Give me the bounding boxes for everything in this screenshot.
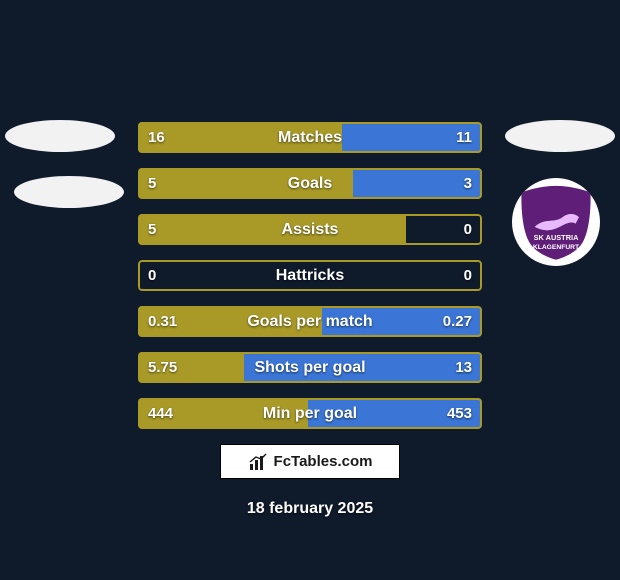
footer-date: 18 february 2025	[0, 500, 620, 518]
badge-text-bottom: KLAGENFURT	[533, 244, 580, 251]
footer-brand-badge[interactable]: FcTables.com	[220, 444, 400, 479]
stat-label: Goals per match	[138, 306, 482, 337]
stat-row: 53Goals	[138, 168, 482, 199]
stat-label: Hattricks	[138, 260, 482, 291]
stat-label: Matches	[138, 122, 482, 153]
stats-rows: 1611Matches 53Goals 50Assists 00Hattricks 0.…	[138, 122, 482, 444]
stat-label: Shots per goal	[138, 352, 482, 383]
badge-text-top: SK AUSTRIA	[534, 233, 579, 242]
chart-icon	[248, 452, 268, 472]
stat-row: 1611Matches	[138, 122, 482, 153]
player2-club-badge: SK AUSTRIA KLAGENFURT	[512, 178, 600, 266]
player1-club-placeholder	[14, 176, 124, 208]
player1-photo-placeholder	[5, 120, 115, 152]
stat-row: 00Hattricks	[138, 260, 482, 291]
stat-row: 50Assists	[138, 214, 482, 245]
footer-brand-text: FcTables.com	[274, 453, 373, 470]
stat-row: 444453Min per goal	[138, 398, 482, 429]
stat-label: Assists	[138, 214, 482, 245]
player2-photo-placeholder	[505, 120, 615, 152]
stat-row: 5.7513Shots per goal	[138, 352, 482, 383]
stat-label: Min per goal	[138, 398, 482, 429]
stat-label: Goals	[138, 168, 482, 199]
stat-row: 0.310.27Goals per match	[138, 306, 482, 337]
club-badge-icon: SK AUSTRIA KLAGENFURT	[515, 181, 597, 263]
